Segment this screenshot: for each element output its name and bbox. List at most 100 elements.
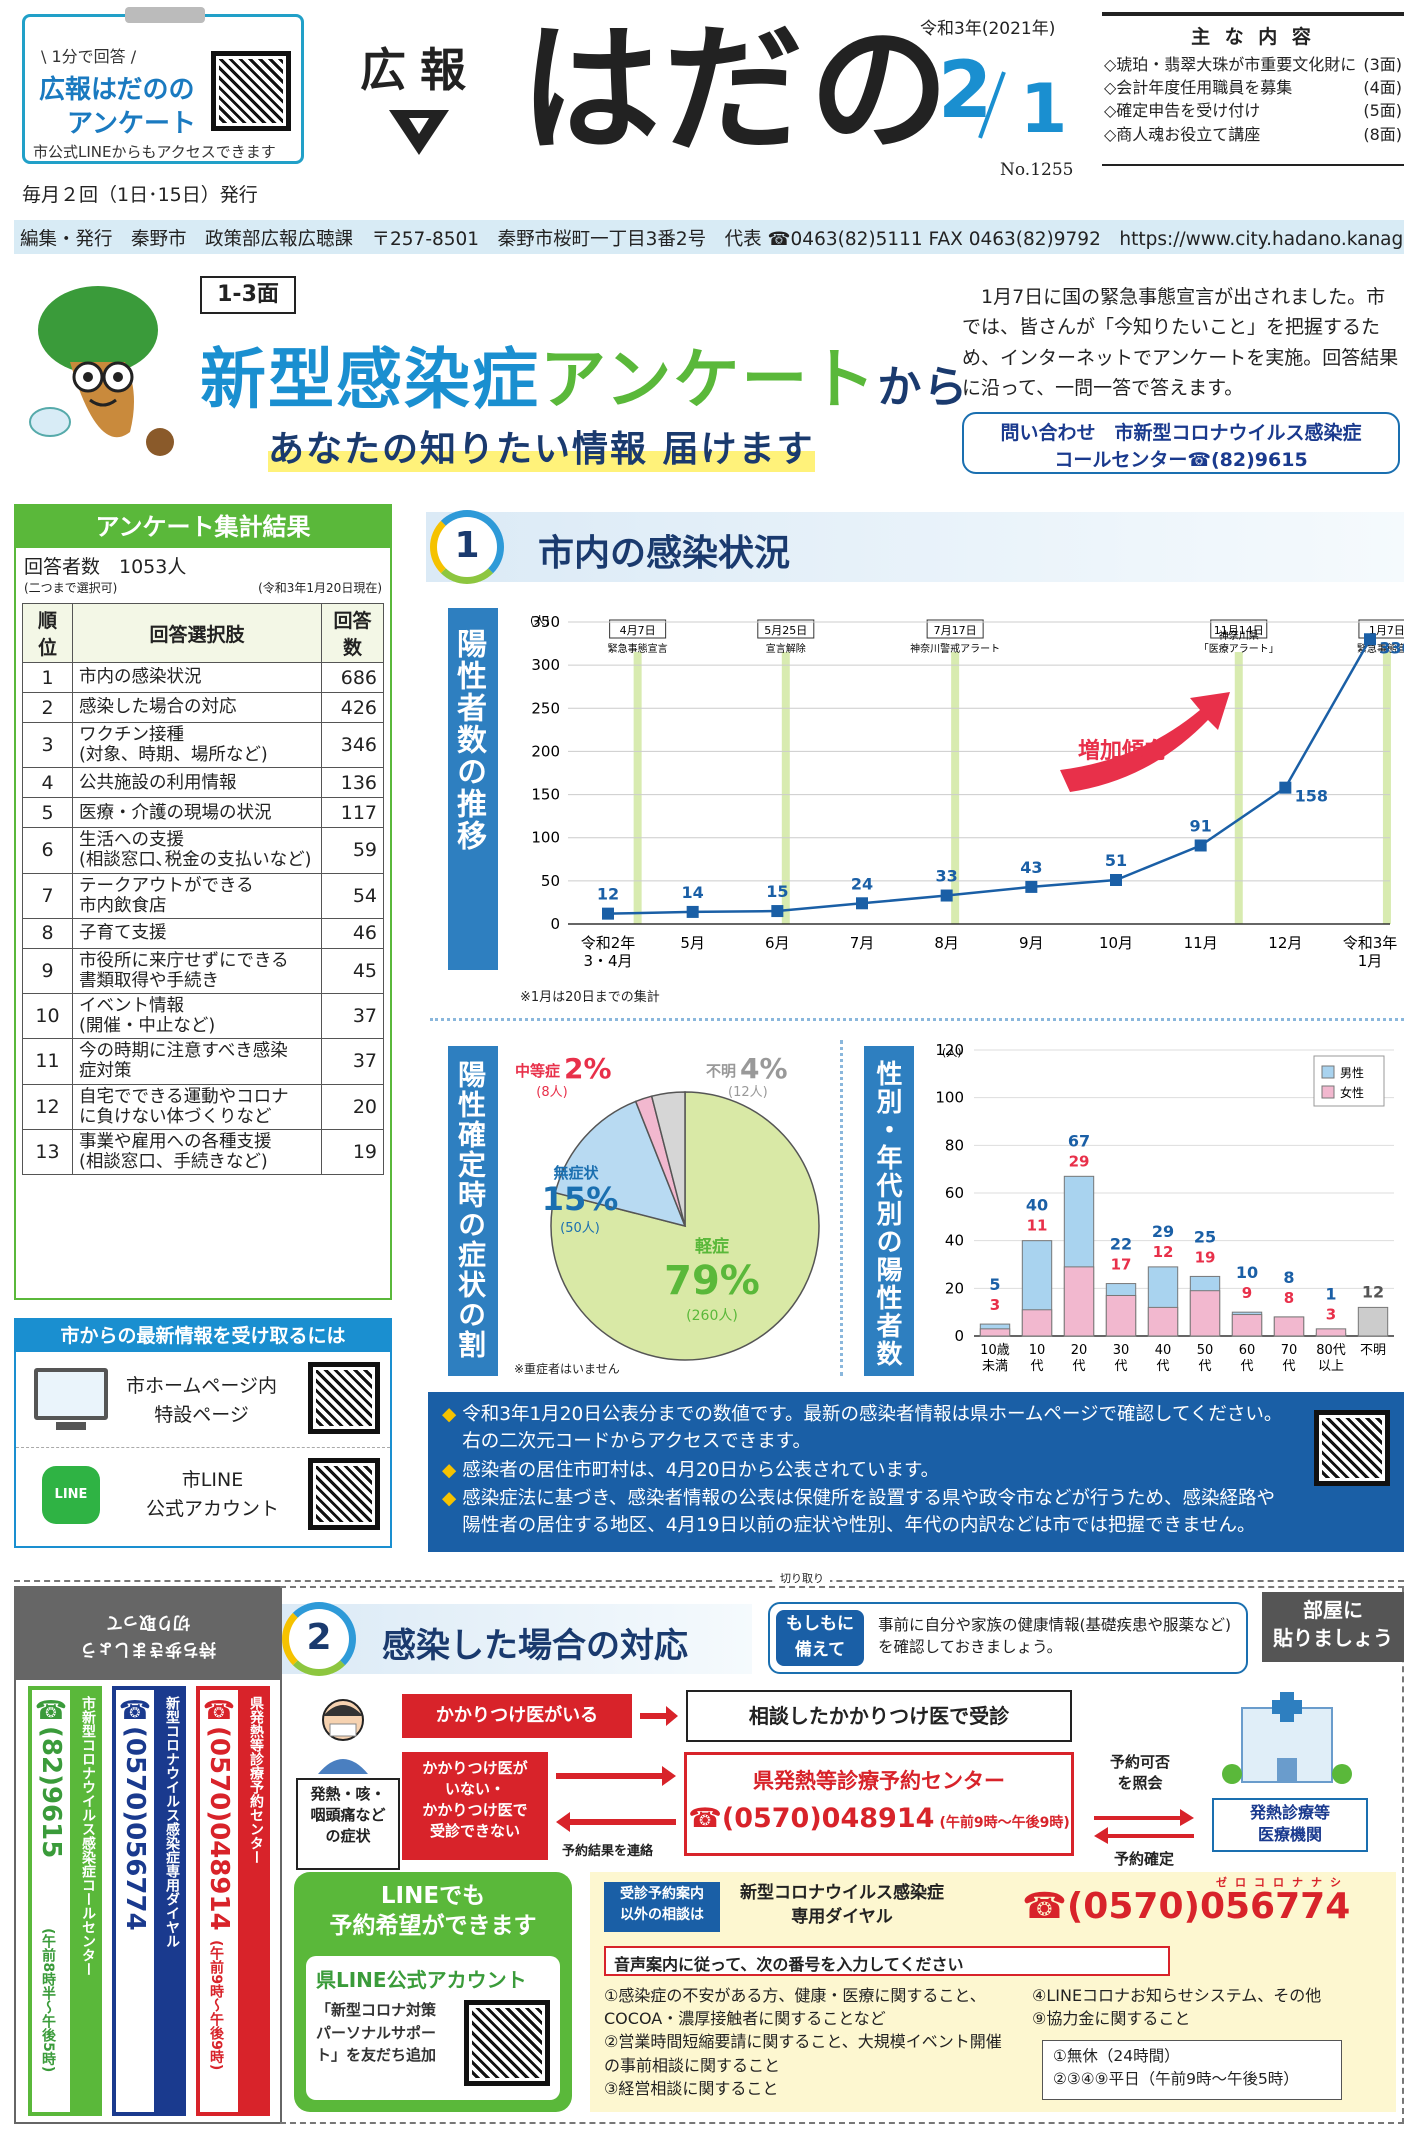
rank-cell: 12: [22, 1083, 73, 1130]
survey-title: アンケート集計結果: [16, 506, 390, 548]
cutout-col2-phone: ☎(0570)056774: [120, 1696, 150, 1931]
line-label: 市LINE 公式アカウント: [146, 1469, 280, 1520]
homepage-qr[interactable]: [308, 1362, 380, 1434]
diamond-icon: ◆: [442, 1404, 457, 1425]
event-band: [1382, 652, 1391, 924]
bar-label-female: 3: [1326, 1306, 1336, 1324]
bar-female: [1105, 1294, 1137, 1337]
contact-box[interactable]: 問い合わせ 市新型コロナウイルス感染症 コールセンター☎(82)9615: [962, 412, 1400, 474]
center-phone: ☎(0570)048914: [688, 1803, 935, 1834]
dial-phone[interactable]: ☎(0570)056774: [1022, 1886, 1351, 1927]
contents-item[interactable]: ◇確定申告を受け付け (5面): [1102, 99, 1404, 122]
event-band: [1234, 652, 1243, 924]
event-date-box: [757, 619, 815, 639]
hours-1: ①無休（24時間）: [1053, 2047, 1180, 2065]
line-qr[interactable]: [308, 1458, 380, 1530]
event-label: 神奈川県: [1219, 629, 1259, 642]
x-tick-label: 10月: [1099, 934, 1133, 952]
contents-item-page: (4面): [1363, 78, 1402, 98]
line-pref-qr[interactable]: [464, 2000, 550, 2086]
contents-item[interactable]: ◇琥珀・翡翠大珠が市重要文化財に (3面): [1102, 53, 1404, 76]
line-text: 「新型コロナ対策 パーソナルサポー ト」を友だち追加: [316, 2001, 437, 2064]
col-rank: 順位: [22, 603, 73, 663]
count-cell: 20: [321, 1083, 384, 1130]
y-tick-label: 60: [945, 1184, 964, 1202]
line-footnote: ※1月は20日までの集計: [520, 990, 660, 1005]
contact-line-1: 問い合わせ 市新型コロナウイルス感染症: [1000, 422, 1362, 444]
data-label: 15: [766, 882, 788, 901]
contents-item[interactable]: ◇会計年度任用職員を募集 (4面): [1102, 76, 1404, 99]
contact-line-2: コールセンター☎(82)9615: [1054, 449, 1308, 471]
pref-qr[interactable]: [1314, 1410, 1390, 1486]
contents-item-text: ◇確定申告を受け付け: [1104, 101, 1261, 121]
table-row: 7 テークアウトができる 市内飲食店 54: [22, 872, 384, 919]
y-tick-label: 0: [550, 915, 560, 933]
dial-option: ④LINEコロナお知らせシステム、その他: [1032, 1986, 1322, 2005]
rank-cell: 3: [22, 721, 73, 769]
choice-cell: 自宅でできる運動やコロナ に負けない体づくりなど: [72, 1083, 322, 1130]
x-tick-label: 11月: [1184, 934, 1218, 952]
contents-item-text: ◇商人魂お役立て講座: [1104, 124, 1261, 144]
choice-cell: 市内の感染状況: [72, 662, 322, 693]
section2-header: 2 感染した場合の対応: [282, 1602, 752, 1676]
pie-label-count: (260人): [686, 1308, 738, 1324]
pie-label-percent: 4%: [740, 1052, 788, 1085]
rank-cell: 9: [22, 947, 73, 995]
rank-cell: 13: [22, 1128, 73, 1176]
cutout-col3[interactable]: 県発熱等診療予約センター ☎(0570)048914 (午前9時～午後9時): [196, 1686, 270, 2116]
choice-cell: 公共施設の利用情報: [72, 767, 322, 799]
bar-female: [1189, 1290, 1221, 1337]
choice-cell: 子育て支援: [72, 917, 322, 949]
contents-box: 主 な 内 容 ◇琥珀・翡翠大珠が市重要文化財に (3面) ◇会計年度任用職員を募集…: [1102, 12, 1404, 166]
cut-label: 切り取り: [774, 1570, 830, 1586]
confirm-label: 予約確定: [1114, 1850, 1175, 1868]
x-tick-label: 代: [1072, 1359, 1085, 1374]
line-panel[interactable]: LINEでも 予約希望ができます 県LINE公式アカウント 「新型コロナ対策 パ…: [294, 1872, 572, 2112]
table-row: 6 生活への支援 (相談窓口､税金の支払いなど) 59: [22, 827, 384, 874]
choice-cell: 医療・介護の現場の状況: [72, 797, 322, 829]
count-cell: 37: [321, 1038, 384, 1085]
pie-label-percent: 2%: [564, 1052, 612, 1085]
center-name: 県発熱等診療予約センター: [753, 1769, 1005, 1793]
has-doctor-box: かかりつけ医がいる: [402, 1694, 632, 1738]
data-label: 91: [1190, 816, 1212, 835]
center-box[interactable]: 県発熱等診療予約センター ☎(0570)048914 (午前9時～午後9時): [684, 1752, 1074, 1856]
event-band: [951, 652, 960, 924]
bar-label-female: 12: [1153, 1243, 1174, 1261]
count-cell: 686: [321, 662, 384, 693]
event-date: 7月17日: [934, 624, 977, 637]
logo-small: 広報: [360, 43, 480, 97]
contents-item-page: (8面): [1363, 124, 1402, 144]
y-tick-label: 200: [531, 742, 560, 760]
contents-item[interactable]: ◇商人魂お役立て講座 (8面): [1102, 123, 1404, 146]
line-title: LINEでも 予約希望ができます: [329, 1883, 537, 1939]
consult-doctor-box: 相談したかかりつけ医で受診: [686, 1690, 1072, 1742]
voice-guide: 音声案内に従って、次の番号を入力してください: [604, 1946, 1170, 1976]
data-label: 158: [1295, 787, 1328, 806]
qr-code[interactable]: [211, 51, 291, 131]
hero-title: 新型感染症アンケートから: [200, 326, 969, 422]
table-row: 3 ワクチン接種 (対象、時期、場所など) 346: [22, 721, 384, 769]
survey-box[interactable]: \ 1分で回答 / 広報はだのの アンケート 市公式LINEからもアクセスできま…: [22, 7, 304, 164]
cutout-col2[interactable]: 新型コロナウイルス感染症専用ダイヤル ☎(0570)056774: [112, 1686, 186, 2116]
bar-label-female: 29: [1069, 1152, 1090, 1170]
data-point: [1110, 873, 1122, 886]
bar-label-male: 40: [1026, 1196, 1048, 1215]
homepage-row[interactable]: 市ホームページ内 特設ページ: [16, 1352, 390, 1448]
cutout-col1[interactable]: 市新型コロナウイルス感染症コールセンター ☎(82)9615 (午前8時半～午後…: [28, 1686, 102, 2116]
section2-frame: [280, 1586, 1404, 2124]
clinic-box: 発熱診療等 医療機関: [1212, 1798, 1368, 1852]
event-date-box: [926, 619, 984, 639]
count-cell: 136: [321, 767, 384, 799]
bar-label-female: 3: [990, 1296, 1000, 1314]
data-point: [1194, 839, 1207, 852]
publish-freq: 毎月２回（1日･15日）発行: [22, 184, 258, 206]
line-row[interactable]: LINE 市LINE 公式アカウント: [16, 1448, 390, 1544]
dial-option: ③経営相談に関すること: [604, 2078, 779, 2098]
table-row: 11 今の時期に注意すべき感染 症対策 37: [22, 1038, 384, 1085]
y-tick-label: 120: [935, 1041, 964, 1059]
bar-label-male: 29: [1152, 1222, 1174, 1241]
hours-box: ①無休（24時間） ②③④⑨平日（午前9時～午後5時）: [1042, 2040, 1342, 2100]
y-tick-label: 0: [954, 1327, 964, 1345]
